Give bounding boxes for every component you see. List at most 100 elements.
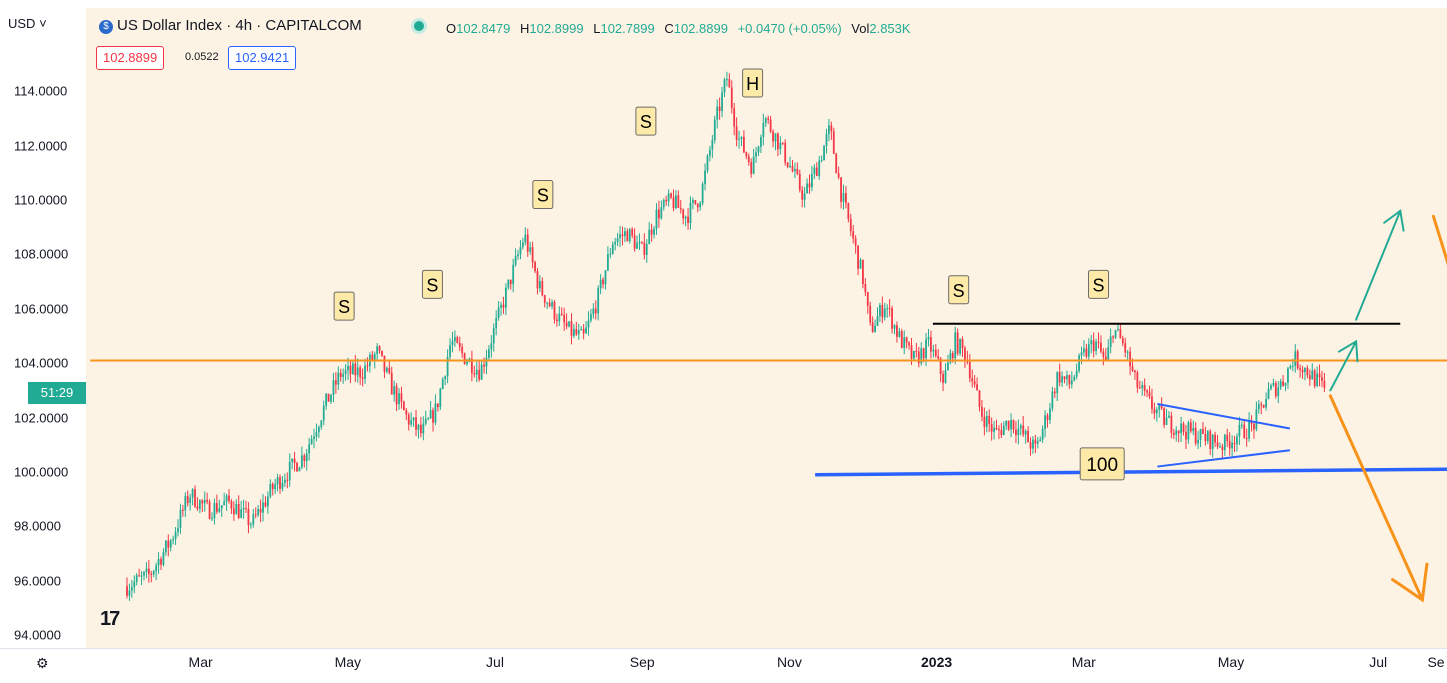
candle-body: [1199, 428, 1202, 441]
candle-body: [1114, 329, 1117, 338]
candle-body: [213, 503, 216, 519]
triangle-lower-line: [1157, 449, 1291, 468]
currency-label: USD: [8, 16, 36, 31]
candle-body: [1058, 372, 1061, 383]
candle-body: [266, 496, 269, 507]
candle-body: [794, 168, 796, 172]
candle-body: [1287, 368, 1289, 383]
candle-body: [849, 218, 852, 232]
candle-body: [235, 504, 238, 515]
candle-body: [745, 152, 748, 157]
candle-body: [951, 353, 954, 359]
candle-body: [767, 118, 770, 120]
candle-body: [687, 216, 689, 223]
candle-body: [862, 259, 864, 285]
candle-body: [313, 436, 315, 440]
candle-body: [1245, 437, 1248, 439]
sell-price-button[interactable]: 102.8899: [96, 46, 165, 70]
candle-body: [1036, 441, 1039, 444]
x-tick-label: Mar: [1071, 654, 1096, 670]
candle-body: [145, 568, 148, 573]
candle-body: [143, 572, 145, 576]
candle-body: [230, 501, 233, 509]
candle-body: [548, 302, 551, 307]
candle-body: [485, 357, 488, 367]
candle-body: [196, 506, 199, 509]
candle-body: [1066, 375, 1068, 380]
candle-body: [1000, 430, 1003, 435]
currency-selector[interactable]: USD ˅: [8, 16, 47, 31]
candle-body: [915, 351, 918, 353]
open-label: O: [446, 21, 457, 36]
candle-body: [475, 369, 478, 375]
settings-icon[interactable]: ⚙: [36, 655, 49, 671]
candle-body: [988, 415, 991, 424]
candle-body: [847, 203, 850, 219]
candle-body: [286, 479, 289, 481]
candle-body: [150, 573, 153, 575]
spread-value: 0.0522: [185, 51, 219, 63]
annotation-label: S: [953, 281, 965, 301]
candle-body: [388, 367, 391, 373]
candle-body: [211, 518, 213, 520]
candle-body: [747, 156, 750, 163]
price-axis[interactable]: [0, 0, 86, 648]
candle-body: [1022, 425, 1025, 435]
candle-body: [128, 590, 131, 596]
candle-body: [1185, 432, 1187, 440]
candle-body: [881, 305, 884, 318]
candle-body: [364, 365, 366, 379]
candle-body: [133, 581, 136, 588]
candle-body: [949, 353, 952, 363]
candle-body: [973, 381, 976, 385]
candle-body: [1090, 340, 1093, 345]
x-tick-label: Jul: [486, 654, 504, 670]
candle-body: [1214, 434, 1217, 443]
candle-body: [893, 325, 896, 329]
candle-body: [140, 575, 143, 577]
annotation-box: [1079, 447, 1125, 481]
candle-body: [1255, 409, 1258, 430]
candle-body: [1221, 446, 1224, 451]
candle-body: [638, 241, 641, 243]
candle-body: [322, 405, 325, 421]
candle-body: [296, 462, 298, 472]
buy-price-button[interactable]: 102.9421: [228, 46, 297, 70]
annotation-label: 100: [1086, 455, 1118, 476]
candle-body: [825, 134, 828, 146]
candle-body: [1306, 367, 1309, 376]
candle-body: [896, 325, 898, 337]
candle-body: [580, 328, 583, 331]
candle-body: [922, 348, 925, 359]
candle-body: [334, 380, 337, 385]
candle-body: [711, 140, 714, 150]
candle-body: [648, 229, 651, 245]
plot-area[interactable]: [86, 8, 1447, 648]
candle-body: [330, 394, 332, 402]
candle-body: [692, 200, 694, 203]
candle-body: [228, 495, 230, 502]
candle-body: [621, 234, 624, 237]
candle-body: [665, 199, 668, 202]
candle-body: [208, 501, 211, 519]
candle-body: [1087, 344, 1090, 357]
candle-body: [536, 271, 539, 289]
candle-body: [264, 502, 267, 507]
open-value: 102.8479: [456, 21, 511, 36]
candle-body: [684, 216, 687, 219]
orange-down-2-arrow: [1431, 214, 1447, 266]
symbol-title[interactable]: $ US Dollar Index · 4h · CAPITALCOM: [99, 17, 362, 34]
candle-body: [553, 301, 556, 320]
time-axis[interactable]: [0, 648, 1447, 683]
candle-body: [1209, 431, 1212, 450]
candle-body: [198, 500, 201, 509]
tradingview-logo[interactable]: 17: [100, 608, 120, 630]
candle-body: [478, 369, 481, 380]
candle-body: [237, 504, 240, 518]
candle-body: [1316, 373, 1319, 387]
candle-body: [259, 508, 262, 513]
candle-body: [677, 195, 680, 208]
annotation-box: [635, 106, 657, 136]
orange-down-1-arrowhead: [1391, 562, 1429, 603]
